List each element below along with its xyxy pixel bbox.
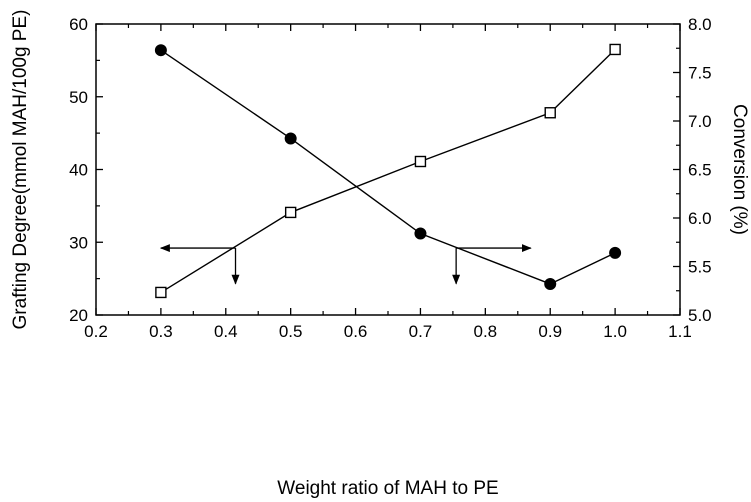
data-point-square bbox=[609, 43, 621, 56]
x-tick-label: 0.4 bbox=[214, 322, 238, 341]
x-tick-label: 0.2 bbox=[84, 322, 108, 341]
x-tick-label: 1.1 bbox=[668, 322, 692, 341]
data-point-circle bbox=[414, 227, 427, 240]
x-tick-label: 0.8 bbox=[474, 322, 498, 341]
data-point-circle bbox=[284, 132, 297, 145]
data-point-square bbox=[155, 286, 167, 299]
x-tick-label: 0.7 bbox=[409, 322, 433, 341]
data-point-square bbox=[284, 206, 297, 219]
y2-tick-label: 6.0 bbox=[688, 209, 712, 228]
data-point-square bbox=[414, 155, 427, 168]
data-point-circle bbox=[154, 44, 167, 57]
series-line-0 bbox=[160, 48, 616, 294]
x-tick-label: 0.5 bbox=[279, 322, 303, 341]
plot-frame bbox=[95, 23, 681, 316]
data-point-circle bbox=[544, 277, 557, 290]
x-tick-label: 0.3 bbox=[149, 322, 173, 341]
x-tick-label: 1.0 bbox=[603, 322, 627, 341]
y2-tick-label: 7.5 bbox=[688, 64, 712, 83]
y2-tick-label: 7.0 bbox=[688, 112, 712, 131]
y-axis-title: Grafting Degree(mmol MAH/100g PE) bbox=[10, 10, 31, 330]
series-line-1 bbox=[160, 49, 616, 285]
data-point-square bbox=[544, 107, 556, 119]
y-tick-label: 20 bbox=[69, 306, 88, 325]
y-tick-label: 30 bbox=[69, 233, 88, 252]
y-tick-label: 50 bbox=[69, 88, 88, 107]
y2-tick-label: 8.0 bbox=[688, 15, 712, 34]
x-axis-title: Weight ratio of MAH to PE bbox=[277, 478, 498, 499]
data-point-circle bbox=[609, 246, 622, 259]
y-tick-label: 60 bbox=[69, 15, 88, 34]
y-tick-label: 40 bbox=[69, 161, 88, 180]
x-tick-label: 0.9 bbox=[538, 322, 562, 341]
y2-tick-label: 6.5 bbox=[688, 161, 712, 180]
x-tick-label: 0.6 bbox=[344, 322, 368, 341]
y2-axis-title: Conversion (%) bbox=[729, 104, 750, 235]
y2-tick-label: 5.5 bbox=[688, 258, 712, 277]
y2-tick-label: 5.0 bbox=[688, 306, 712, 325]
